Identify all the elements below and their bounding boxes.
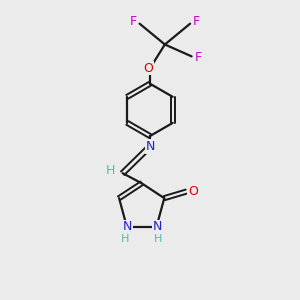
Text: O: O (144, 62, 154, 75)
Text: N: N (152, 220, 162, 233)
Text: F: F (130, 15, 136, 28)
Text: O: O (188, 185, 198, 198)
Text: H: H (154, 234, 163, 244)
Text: F: F (193, 15, 200, 28)
Text: H: H (106, 164, 115, 177)
Text: N: N (146, 140, 155, 153)
Text: F: F (195, 51, 202, 64)
Text: N: N (123, 220, 132, 233)
Text: H: H (121, 234, 129, 244)
